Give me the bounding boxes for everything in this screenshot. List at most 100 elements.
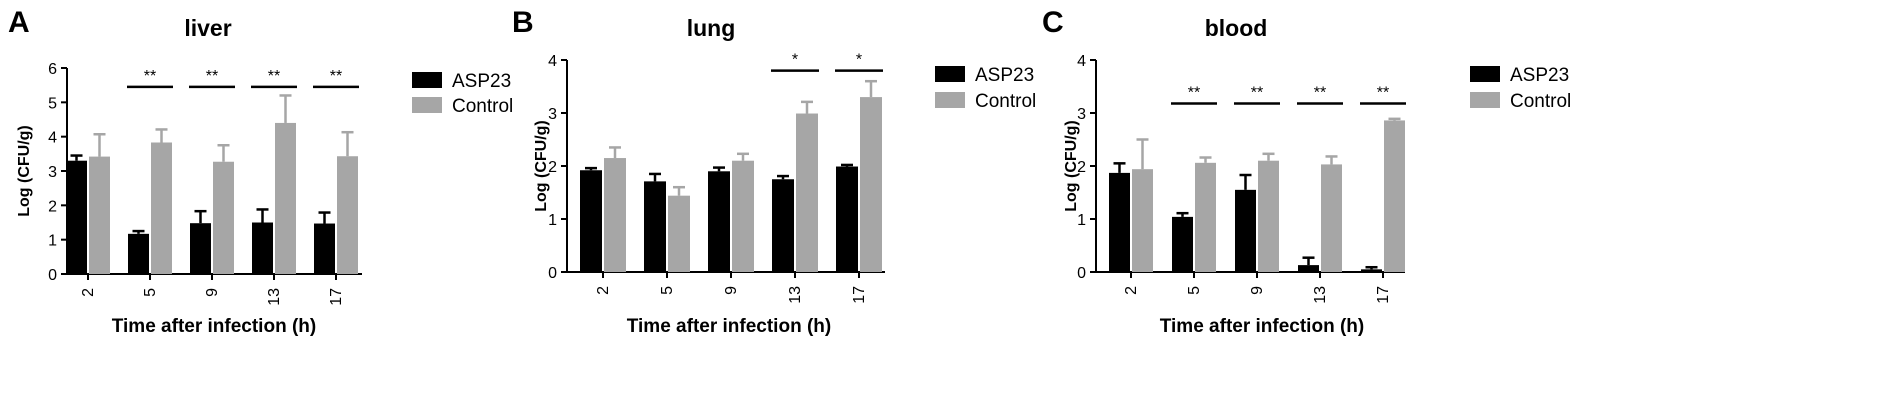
x-tick-label: 13	[1312, 286, 1329, 304]
y-tick-label: 3	[548, 106, 557, 123]
bar-control	[337, 156, 358, 274]
significance-label: **	[1188, 84, 1200, 101]
x-axis-title: Time after infection (h)	[1160, 316, 1364, 337]
legend-swatch-control	[412, 97, 442, 113]
legend-label: Control	[975, 91, 1036, 112]
x-tick-label: 5	[142, 288, 159, 297]
legend-swatch-asp23	[935, 66, 965, 82]
bar-asp23	[314, 223, 335, 274]
y-tick-label: 2	[548, 159, 557, 176]
bar-control	[1384, 120, 1405, 272]
bar-asp23	[1235, 189, 1256, 272]
x-tick-label: 9	[1249, 286, 1266, 295]
bar-control	[796, 113, 818, 272]
bar-asp23	[128, 233, 149, 274]
x-tick-label: 17	[851, 286, 868, 304]
y-tick-label: 3	[48, 164, 57, 181]
bar-asp23	[772, 179, 794, 272]
bar-control	[1321, 164, 1342, 272]
y-tick-label: 4	[1077, 53, 1086, 70]
bar-asp23	[252, 222, 273, 274]
bar-asp23	[66, 160, 87, 274]
bar-control	[860, 97, 882, 272]
y-tick-label: 2	[1077, 159, 1086, 176]
significance-label: *	[856, 52, 862, 69]
x-tick-label: 5	[659, 286, 676, 295]
bar-control	[1132, 169, 1153, 272]
significance-label: **	[1251, 84, 1263, 101]
y-tick-label: 4	[48, 130, 57, 147]
bar-control	[1195, 162, 1216, 272]
panel-letter: A	[8, 6, 30, 39]
x-tick-label: 9	[204, 288, 221, 297]
x-tick-label: 2	[595, 286, 612, 295]
x-axis-title: Time after infection (h)	[112, 316, 316, 337]
x-tick-label: 2	[1123, 286, 1140, 295]
bar-control	[213, 161, 234, 274]
y-axis-title: Log (CFU/g)	[533, 120, 550, 212]
x-tick-label: 2	[80, 288, 97, 297]
y-tick-label: 6	[48, 61, 57, 78]
legend-label: Control	[452, 96, 513, 117]
chart-title: lung	[687, 15, 736, 41]
significance-label: **	[206, 68, 218, 85]
bar-control	[668, 195, 690, 272]
y-tick-label: 4	[548, 53, 557, 70]
panel-letter: B	[512, 6, 534, 39]
y-axis-title: Log (CFU/g)	[16, 125, 33, 217]
legend-swatch-asp23	[412, 72, 442, 88]
bar-asp23	[644, 181, 666, 272]
panel-letter: C	[1042, 6, 1064, 39]
legend-label: Control	[1510, 91, 1571, 112]
y-tick-label: 1	[48, 233, 57, 250]
significance-label: **	[1377, 84, 1389, 101]
y-tick-label: 5	[48, 95, 57, 112]
bar-control	[89, 156, 110, 274]
bar-asp23	[1172, 216, 1193, 272]
y-tick-label: 2	[48, 198, 57, 215]
x-axis-title: Time after infection (h)	[627, 316, 831, 337]
y-axis-title: Log (CFU/g)	[1063, 120, 1080, 212]
chart-title: blood	[1205, 15, 1268, 41]
y-tick-label: 1	[1077, 212, 1086, 229]
y-tick-label: 1	[548, 212, 557, 229]
legend-label: ASP23	[975, 65, 1034, 86]
x-tick-label: 17	[1375, 286, 1392, 304]
bar-control	[604, 158, 626, 272]
significance-label: **	[330, 68, 342, 85]
bar-asp23	[836, 166, 858, 272]
legend-swatch-control	[1470, 92, 1500, 108]
legend-swatch-asp23	[1470, 66, 1500, 82]
x-tick-label: 17	[328, 288, 345, 306]
bar-asp23	[580, 170, 602, 272]
significance-label: **	[268, 68, 280, 85]
significance-label: *	[792, 52, 798, 69]
bar-asp23	[190, 223, 211, 274]
bar-asp23	[708, 171, 730, 272]
bar-control	[1258, 160, 1279, 272]
y-tick-label: 0	[1077, 265, 1086, 282]
chart-title: liver	[184, 15, 231, 41]
legend-label: ASP23	[452, 71, 511, 92]
y-tick-label: 0	[48, 267, 57, 284]
legend-swatch-control	[935, 92, 965, 108]
bar-control	[732, 160, 754, 272]
bar-control	[151, 142, 172, 274]
x-tick-label: 9	[723, 286, 740, 295]
x-tick-label: 13	[787, 286, 804, 304]
significance-label: **	[1314, 84, 1326, 101]
legend-label: ASP23	[1510, 65, 1569, 86]
bar-asp23	[1361, 269, 1382, 272]
x-tick-label: 13	[266, 288, 283, 306]
y-tick-label: 3	[1077, 106, 1086, 123]
bar-asp23	[1298, 265, 1319, 272]
significance-label: **	[144, 68, 156, 85]
bar-asp23	[1109, 172, 1130, 272]
y-tick-label: 0	[548, 265, 557, 282]
bar-control	[275, 122, 296, 274]
x-tick-label: 5	[1186, 286, 1203, 295]
